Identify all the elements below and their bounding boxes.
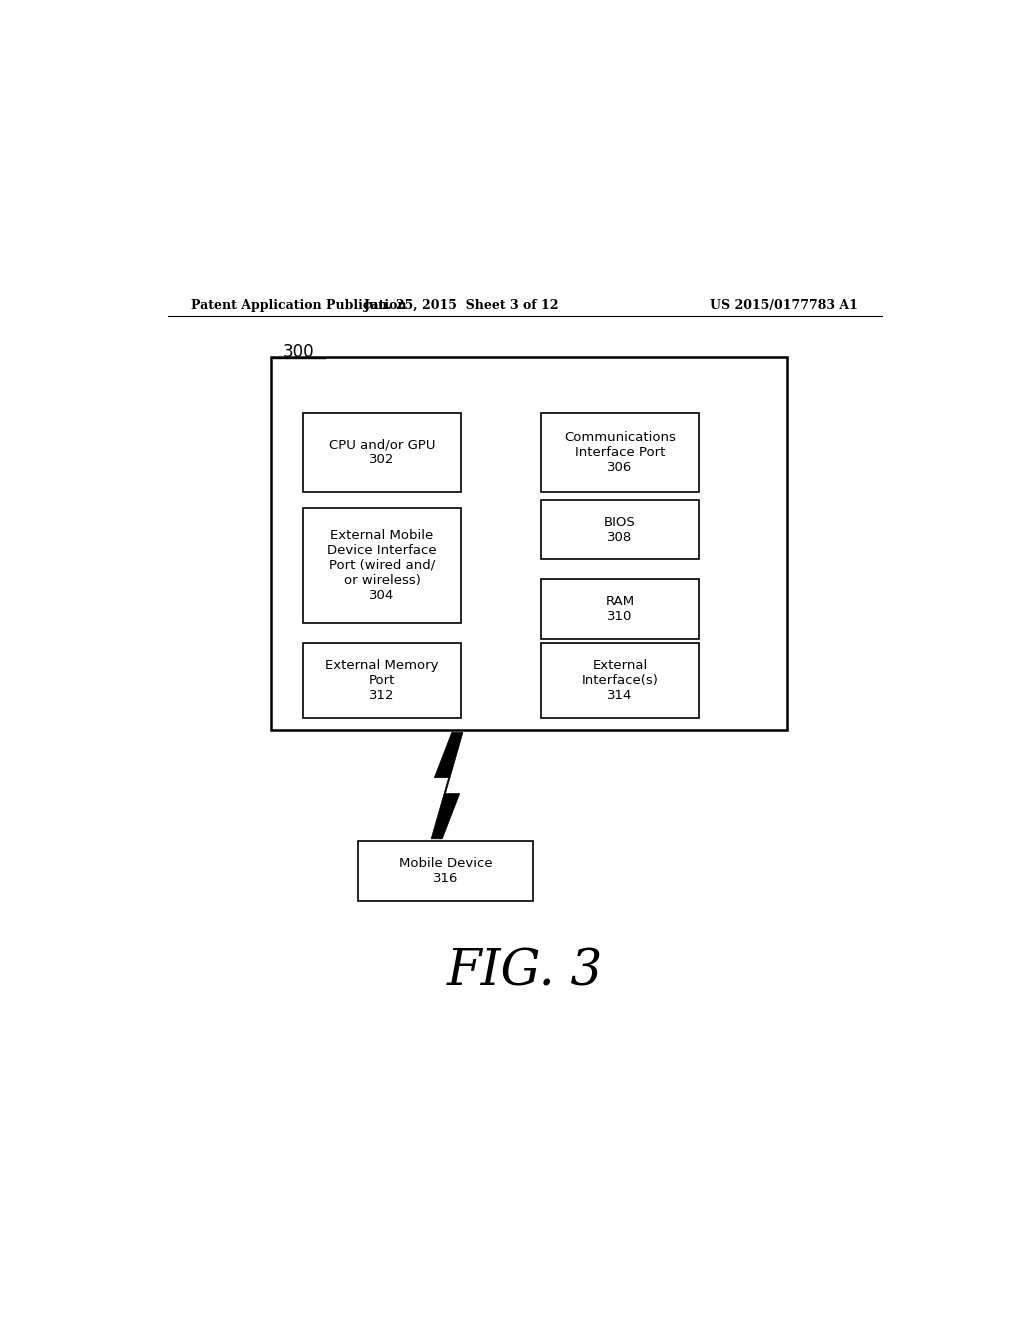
Polygon shape <box>431 733 463 838</box>
Bar <box>541 500 699 560</box>
Bar <box>358 841 532 900</box>
Text: FIG. 3: FIG. 3 <box>446 948 603 997</box>
Text: CPU and/or GPU
302: CPU and/or GPU 302 <box>329 438 435 466</box>
Text: RAM
310: RAM 310 <box>605 595 635 623</box>
Text: Jun. 25, 2015  Sheet 3 of 12: Jun. 25, 2015 Sheet 3 of 12 <box>364 300 559 312</box>
Text: Mobile Device
316: Mobile Device 316 <box>398 857 493 884</box>
Text: BIOS
308: BIOS 308 <box>604 516 636 544</box>
Text: 300: 300 <box>283 343 314 360</box>
Bar <box>270 358 786 730</box>
Bar <box>303 413 461 492</box>
Text: Communications
Interface Port
306: Communications Interface Port 306 <box>564 430 676 474</box>
Text: External Memory
Port
312: External Memory Port 312 <box>326 659 438 702</box>
Text: US 2015/0177783 A1: US 2015/0177783 A1 <box>711 300 858 312</box>
Bar <box>303 508 461 623</box>
Bar <box>541 413 699 492</box>
Text: External
Interface(s)
314: External Interface(s) 314 <box>582 659 658 702</box>
Bar <box>541 579 699 639</box>
Bar <box>303 643 461 718</box>
Text: External Mobile
Device Interface
Port (wired and/
or wireless)
304: External Mobile Device Interface Port (w… <box>327 529 437 602</box>
Text: Patent Application Publication: Patent Application Publication <box>191 300 407 312</box>
Bar <box>541 643 699 718</box>
